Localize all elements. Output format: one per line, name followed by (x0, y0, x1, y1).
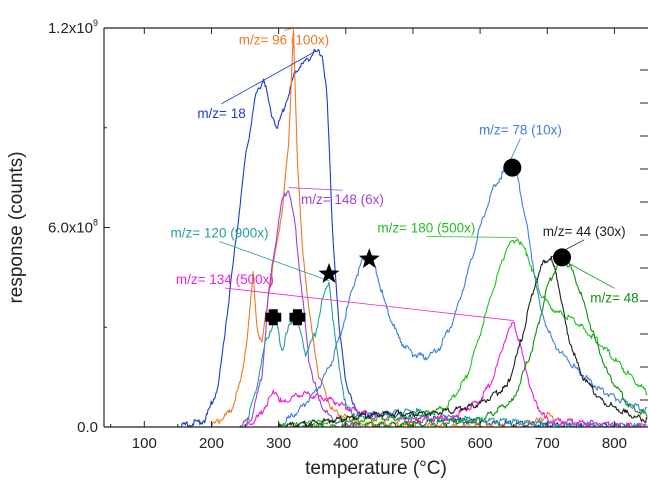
y-tick-label: 6.0x108 (48, 218, 98, 237)
x-tick-label: 700 (535, 435, 560, 452)
y-tick-label: 0.0 (77, 419, 98, 436)
star-marker (318, 263, 340, 283)
series-annotation: m/z= 48 (590, 290, 638, 305)
series-annotation: m/z= 180 (500x) (377, 220, 475, 235)
x-tick-label: 800 (602, 435, 627, 452)
x-tick-label: 100 (132, 435, 157, 452)
circle-marker (553, 248, 572, 267)
series-annotations: m/z= 18 m/z= 96 (100x) m/z= 148 (6x) m/z= 1… (171, 33, 639, 306)
series-annotation: m/z= 134 (500x) (176, 272, 274, 287)
cross-marker (289, 309, 306, 326)
annotation-leader (563, 260, 615, 289)
annotation-leader-lines (219, 27, 615, 321)
series-line (104, 281, 648, 428)
peak-markers (265, 158, 572, 326)
circle-marker (503, 158, 522, 177)
series-annotation: m/z= 96 (100x) (239, 33, 329, 48)
annotation-leader (219, 241, 330, 282)
series-annotation: m/z= 44 (30x) (543, 224, 626, 239)
y-tick-label: 1.2x109 (48, 18, 98, 37)
series-annotation: m/z= 120 (900x) (171, 225, 269, 240)
annotation-leader (288, 187, 343, 191)
series-line (104, 48, 648, 428)
x-tick-label: 400 (333, 435, 358, 452)
series-annotation: m/z= 18 (197, 106, 245, 121)
series-annotation: m/z= 148 (6x) (301, 192, 384, 207)
axes: 100 200 300 400 500 600 700 800 0.0 6.0x108 1.2x10… (48, 18, 648, 452)
x-tick-label: 200 (199, 435, 224, 452)
x-axis-title: temperature (°C) (305, 458, 447, 479)
x-tick-label: 500 (400, 435, 425, 452)
series-line (104, 321, 648, 428)
x-tick-label: 600 (468, 435, 493, 452)
cross-marker (265, 309, 282, 326)
annotation-leader (224, 287, 514, 321)
x-tick-label: 300 (266, 435, 291, 452)
series-annotation: m/z= 78 (10x) (479, 122, 562, 137)
star-marker (358, 248, 380, 268)
y-axis-title: response (counts) (6, 151, 27, 303)
annotation-leader (221, 50, 316, 105)
annotation-leader (426, 236, 518, 238)
